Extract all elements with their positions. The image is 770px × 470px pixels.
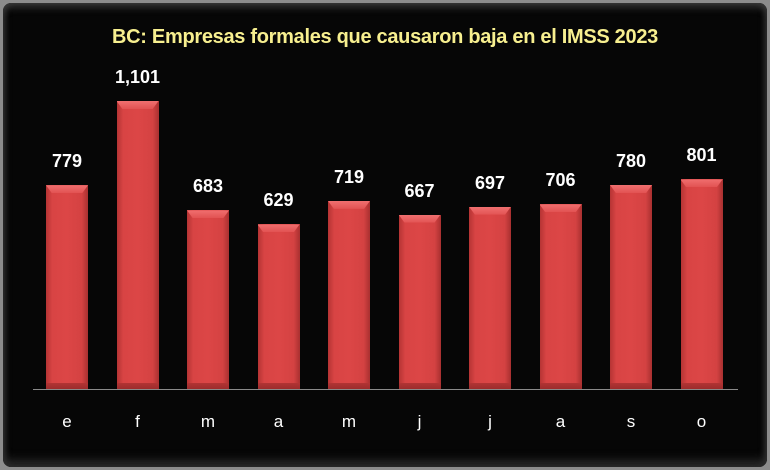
bar [610,184,652,390]
x-tick-label: j [488,412,492,431]
bar [680,179,723,389]
x-tick-label: f [135,412,140,431]
x-tick-label: o [696,412,707,431]
data-label: 667 [404,180,435,201]
data-label: 719 [333,166,365,187]
data-label: 697 [474,172,506,193]
x-tick-label: e [62,412,72,431]
bar [539,204,582,389]
data-label: 706 [545,170,576,191]
x-tick-label: m [341,412,357,431]
x-tick-label: a [555,412,566,431]
bar [187,210,229,389]
bar [46,185,88,389]
data-label: 779 [51,151,83,172]
bar [328,200,370,390]
bar [257,224,300,389]
bar [116,101,159,389]
data-label: 801 [686,145,717,166]
data-label: 629 [263,190,294,211]
bar [398,214,441,390]
x-tick-label: s [626,412,636,431]
chart-title: BC: Empresas formales que causaron baja … [112,26,658,48]
data-label: 683 [192,176,224,197]
data-label: 780 [615,150,647,171]
data-label: 1,101 [114,67,161,87]
x-tick-label: m [200,412,216,431]
x-tick-label: a [273,412,284,431]
bar [469,206,511,390]
x-axis-line [33,389,738,390]
x-tick-label: j [417,412,422,431]
